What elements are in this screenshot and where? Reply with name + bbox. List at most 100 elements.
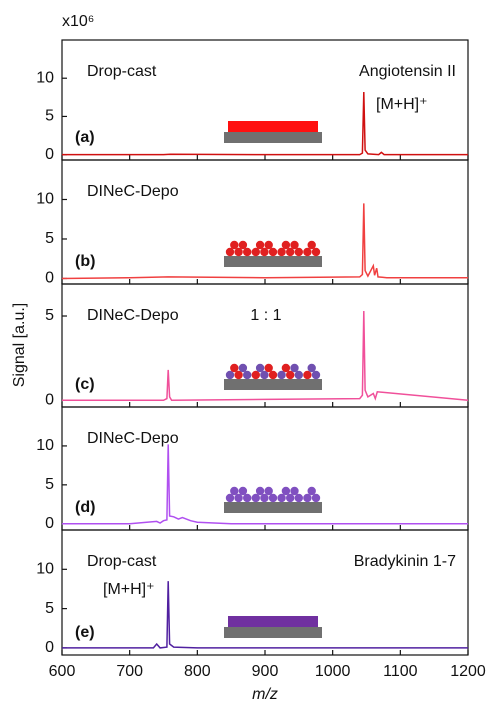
spectrum-line — [62, 444, 468, 525]
peak-label: [M+H]⁺ — [103, 581, 155, 598]
particle — [294, 247, 303, 257]
particle — [303, 493, 312, 503]
x-tick-label: 900 — [252, 663, 279, 680]
particle — [307, 486, 316, 496]
substrate — [224, 502, 322, 513]
particle — [243, 493, 252, 503]
particle — [234, 247, 243, 257]
particle — [286, 493, 295, 503]
particle — [260, 493, 269, 503]
particle — [311, 493, 321, 503]
particle — [268, 370, 278, 380]
spectrum-line — [62, 91, 468, 156]
particle — [238, 486, 248, 496]
particle — [281, 486, 291, 496]
panel-label: (e) — [75, 624, 95, 641]
y-tick-label: 0 — [45, 270, 54, 287]
particle — [255, 240, 265, 250]
panel-label: (c) — [75, 376, 95, 393]
particle — [290, 240, 299, 250]
y-tick-label: 5 — [45, 108, 54, 125]
x-axis-label: m/z — [252, 686, 278, 703]
spectrum-line — [62, 310, 469, 402]
substrate — [224, 256, 322, 267]
y-tick-label: 0 — [45, 515, 54, 532]
film — [228, 616, 318, 627]
particle — [251, 493, 260, 503]
particle — [294, 370, 303, 380]
peak-label: [M+H]⁺ — [376, 96, 428, 113]
particle — [238, 240, 248, 250]
sample-label: DINeC-Depo — [87, 183, 179, 200]
particle — [303, 247, 312, 257]
particle — [307, 240, 316, 250]
y-tick-label: 0 — [45, 639, 54, 656]
y-tick-label: 0 — [45, 391, 54, 408]
sample-label: Drop-cast — [87, 63, 157, 80]
particle — [264, 363, 273, 373]
particle — [281, 240, 291, 250]
x-tick-label: 1000 — [315, 663, 351, 680]
particle — [303, 370, 312, 380]
particle — [234, 493, 243, 503]
particle — [286, 370, 295, 380]
particle — [286, 247, 295, 257]
y-tick-label: 10 — [36, 437, 54, 454]
particle — [290, 486, 299, 496]
sample-label: DINeC-Depo — [87, 430, 179, 447]
particle — [251, 370, 260, 380]
particle — [264, 240, 273, 250]
y-tick-label: 10 — [36, 69, 54, 86]
particle — [230, 363, 239, 373]
substrate — [224, 379, 322, 390]
particle — [230, 486, 239, 496]
particle — [281, 363, 291, 373]
ratio-label: 1 : 1 — [250, 307, 281, 324]
y-tick-label: 5 — [45, 230, 54, 247]
x-tick-label: 1100 — [383, 663, 418, 680]
spectrum-line — [62, 581, 468, 649]
particle — [255, 486, 265, 496]
particle — [277, 370, 286, 380]
x-tick-label: 600 — [49, 663, 76, 680]
particle — [294, 493, 303, 503]
y-tick-label: 10 — [36, 561, 54, 578]
particle — [260, 247, 269, 257]
particle — [268, 247, 278, 257]
y-tick-label: 0 — [45, 146, 54, 163]
particle — [277, 247, 286, 257]
particle — [264, 486, 273, 496]
y-axis-label: Signal [a.u.] — [11, 303, 28, 388]
particle — [260, 370, 269, 380]
particle — [225, 493, 235, 503]
sample-label: DINeC-Depo — [87, 307, 179, 324]
substrate — [224, 627, 322, 638]
x-tick-label: 700 — [116, 663, 143, 680]
spectrum-line — [61, 203, 468, 280]
x-tick-label: 800 — [184, 663, 211, 680]
film — [228, 121, 318, 132]
particle — [225, 247, 235, 257]
particle — [307, 363, 316, 373]
particle — [277, 493, 286, 503]
substrate — [224, 132, 322, 143]
analyte-label: Angiotensin II — [359, 63, 456, 80]
particle — [238, 363, 248, 373]
y-tick-label: 5 — [45, 600, 54, 617]
particle — [311, 247, 321, 257]
particle — [255, 363, 265, 373]
particle — [290, 363, 299, 373]
particle — [230, 240, 239, 250]
panel-label: (a) — [75, 129, 95, 146]
particle — [243, 247, 252, 257]
analyte-label: Bradykinin 1-7 — [354, 553, 456, 570]
y-tick-label: 10 — [36, 191, 54, 208]
particle — [243, 370, 252, 380]
particle — [268, 493, 278, 503]
y-tick-label: 5 — [45, 307, 54, 324]
sample-label: Drop-cast — [87, 553, 157, 570]
x-tick-label: 1200 — [450, 663, 486, 680]
particle — [225, 370, 235, 380]
y-tick-label: 5 — [45, 476, 54, 493]
